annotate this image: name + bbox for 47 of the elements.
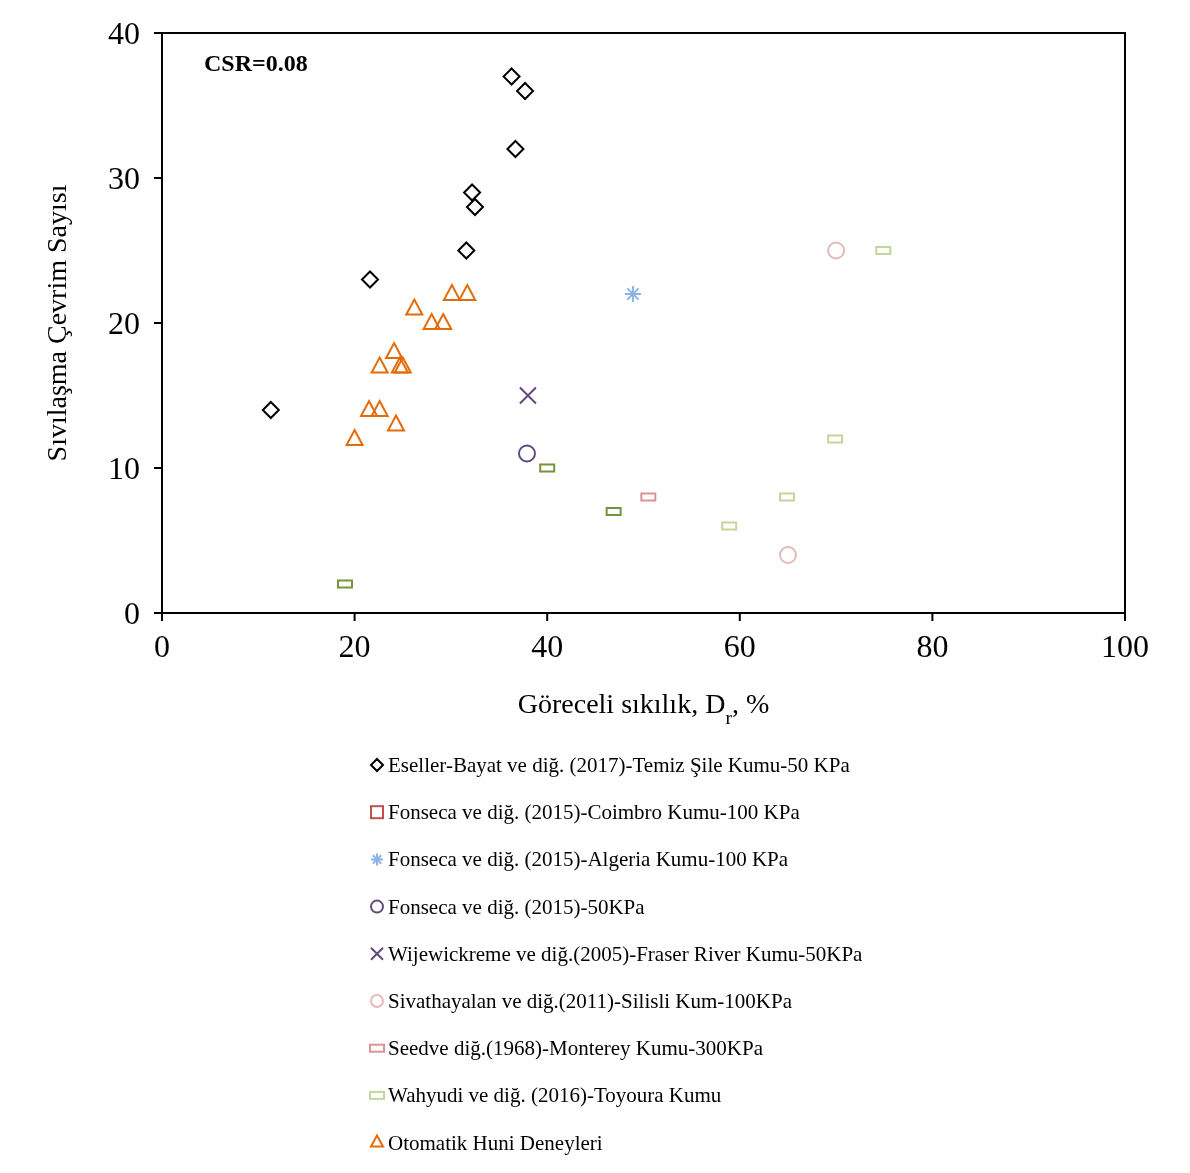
x-tick-label: 100	[1101, 628, 1149, 664]
y-tick-label: 40	[108, 15, 140, 51]
legend-label: Fonseca ve diğ. (2015)-Algeria Kumu-100 KPa	[388, 847, 789, 872]
point	[827, 241, 846, 260]
y-axis-title: Sıvılaşma Çevrim Sayısı	[41, 184, 72, 462]
point	[361, 270, 380, 289]
legend-label: Fonseca ve diğ. (2015)-Coimbro Kumu-100 KPa	[388, 800, 801, 825]
legend-label: Wahyudi ve diğ. (2016)-Toyoura Kumu	[388, 1083, 722, 1108]
x-axis-title: Göreceli sıkılık, D$_{r}$, %	[517, 688, 770, 728]
point	[442, 284, 461, 301]
legend-label: Otomatik Huni Deneyleri	[388, 1130, 603, 1155]
legend-label: Fonseca ve diğ. (2015)-50KPa	[388, 894, 646, 919]
point	[463, 183, 482, 202]
legend-label: Seedve diğ.(1968)-Monterey Kumu-300KPa	[388, 1036, 764, 1061]
x-tick-label: 20	[338, 628, 371, 664]
annotation: CSR=0.08	[204, 50, 308, 76]
x-tick-label: 80	[916, 628, 949, 664]
x-tick-label: 40	[531, 628, 564, 664]
point	[434, 313, 453, 330]
y-tick-label: 0	[124, 595, 140, 631]
point	[387, 414, 406, 432]
point	[360, 400, 379, 417]
y-tick-label: 30	[108, 160, 140, 196]
point	[465, 198, 484, 216]
point	[506, 140, 525, 158]
y-tick-label: 10	[108, 450, 140, 486]
point	[405, 298, 424, 316]
y-tick-label: 20	[108, 305, 140, 341]
point	[778, 546, 797, 564]
point	[345, 429, 364, 446]
legend-label: Sivathayalan ve diğ.(2011)-Silisli Kum-100KPa	[388, 989, 793, 1013]
x-tick-label: 60	[723, 628, 756, 664]
point	[385, 342, 404, 359]
point	[518, 386, 537, 405]
point	[502, 67, 521, 86]
x-tick-label: 0	[154, 628, 170, 664]
legend-label: Eseller-Bayat ve diğ. (2017)-Temiz Şile Kumu-50 KPa	[388, 753, 851, 777]
point	[457, 241, 476, 260]
point	[516, 82, 535, 100]
point	[261, 401, 280, 419]
point	[422, 313, 441, 330]
point	[623, 285, 642, 303]
point	[458, 284, 477, 301]
point	[517, 444, 536, 463]
point	[370, 400, 389, 417]
legend-label: Wijewickreme ve diğ.(2005)-Fraser River Kumu-50KPa	[388, 941, 864, 966]
point	[370, 356, 389, 374]
